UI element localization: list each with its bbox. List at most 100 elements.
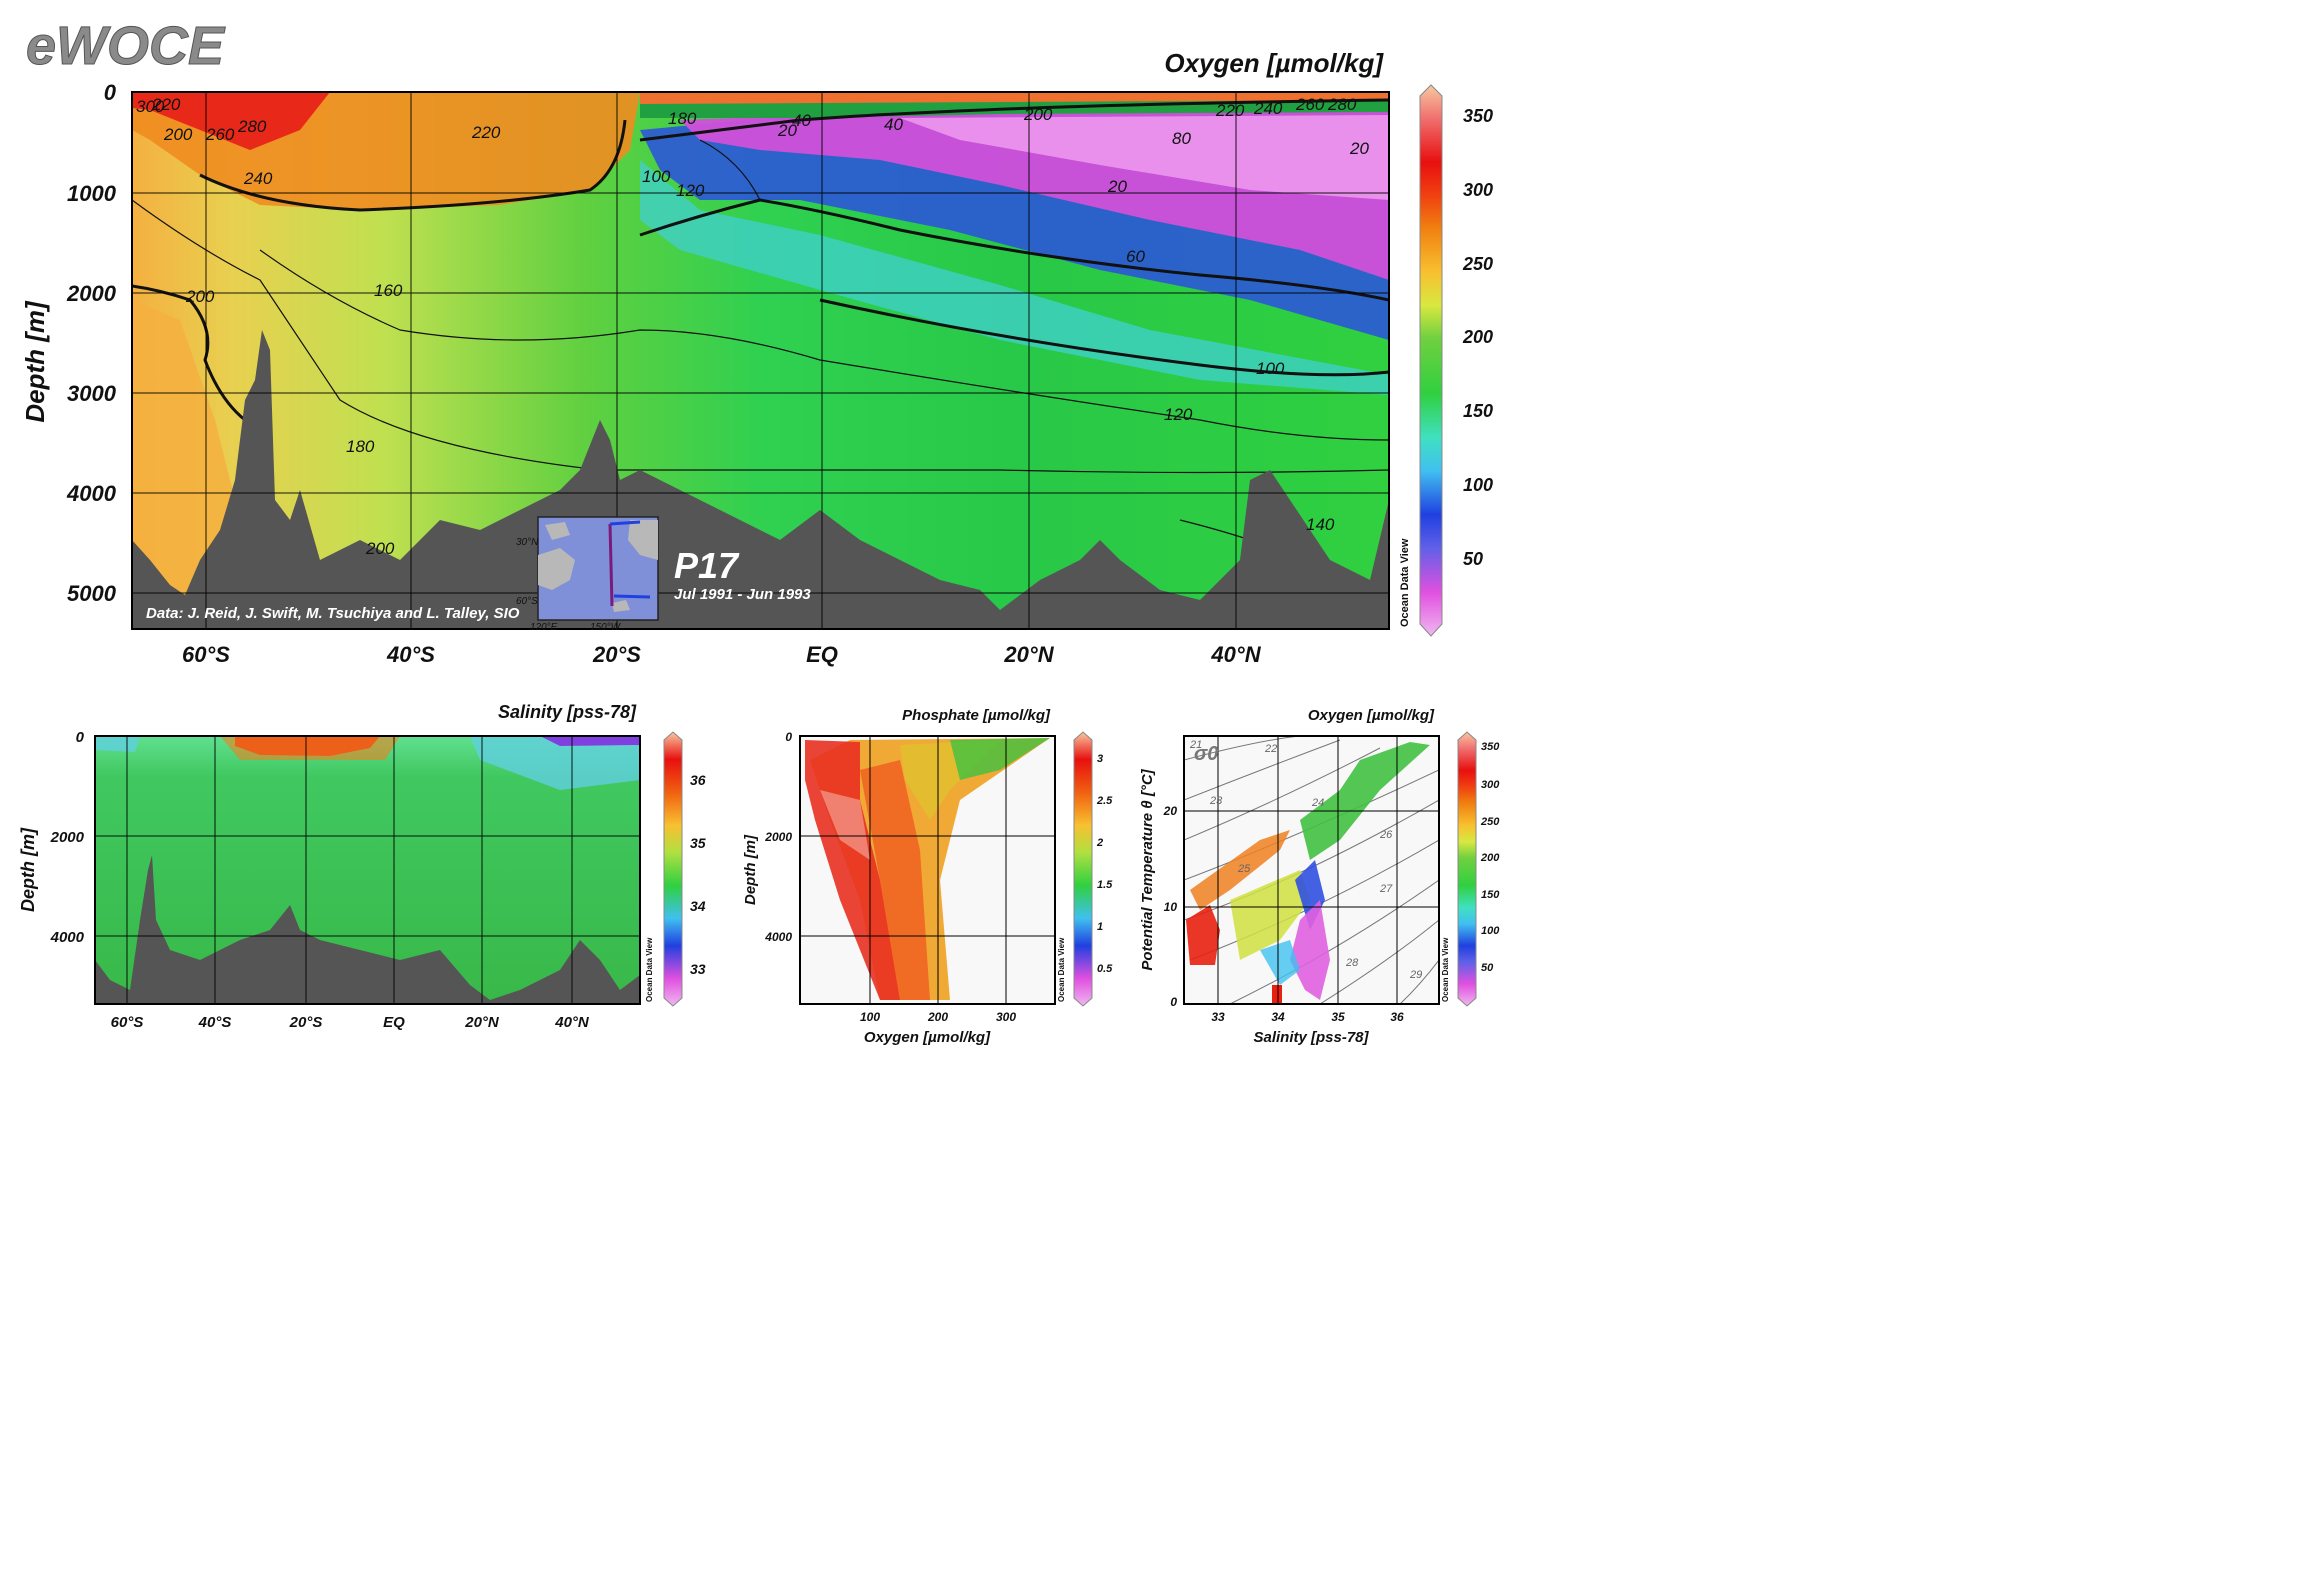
ytick-label: 3000 xyxy=(67,381,117,406)
salinity-bathymetry xyxy=(95,855,640,1004)
xtick-label: 100 xyxy=(860,1010,880,1024)
odv-watermark: Ocean Data View xyxy=(1441,937,1450,1002)
xtick-label: 40°N xyxy=(554,1014,590,1031)
phosphate-panel: Phosphate [µmol/kg] Depth [m] Oxygen [µm… xyxy=(742,707,1113,1046)
inset-label: 120°E xyxy=(530,622,558,633)
contour-label: 100 xyxy=(1256,359,1285,378)
xtick-label: 300 xyxy=(996,1010,1016,1024)
inset-label: 30°N xyxy=(516,537,539,548)
ts-title: Oxygen [µmol/kg] xyxy=(1308,707,1435,724)
contour-labels: 300 220 200 260 280 240 220 180 100 120 … xyxy=(136,95,1369,558)
contour-label: 200 xyxy=(185,287,215,306)
colorbar-tick: 50 xyxy=(1481,962,1494,974)
salinity-grid xyxy=(95,736,640,1004)
xtick-label: 36 xyxy=(1390,1010,1404,1024)
sigma-tick: 27 xyxy=(1379,883,1393,895)
section-xticks: 60°S 40°S 20°S EQ 20°N 40°N xyxy=(182,642,1262,667)
phosphate-xlabel: Oxygen [µmol/kg] xyxy=(864,1029,991,1046)
ytick-label: 1000 xyxy=(67,181,117,206)
xtick-label: 20°S xyxy=(592,642,641,667)
ytick-label: 20 xyxy=(1163,804,1178,818)
sigma-tick: 22 xyxy=(1264,743,1277,755)
contour-label: 160 xyxy=(374,281,403,300)
contour-label: 140 xyxy=(1306,515,1335,534)
oxygen-north-cyan xyxy=(640,160,1389,395)
ts-colorbar: 350 300 250 200 150 100 50 xyxy=(1457,731,1500,1007)
ts-scatter-cloud xyxy=(1186,742,1430,1004)
xtick-label: 34 xyxy=(1271,1010,1285,1024)
ts-ylabel: Potential Temperature θ [°C] xyxy=(1139,768,1156,970)
salinity-north-low xyxy=(470,736,640,790)
colorbar-tick: 350 xyxy=(1463,106,1493,126)
sigma-tick: 28 xyxy=(1345,957,1359,969)
contour-label: 20 xyxy=(1349,139,1369,158)
xtick-label: 60°S xyxy=(111,1014,144,1031)
ytick-label: 2000 xyxy=(66,281,117,306)
seafloor-bathymetry xyxy=(132,330,1389,629)
contour-label: 280 xyxy=(237,117,267,136)
section-ylabel: Depth [m] xyxy=(20,300,50,423)
xtick-label: 35 xyxy=(1331,1010,1345,1024)
colorbar-tick: 250 xyxy=(1462,254,1493,274)
colorbar-tick: 0.5 xyxy=(1097,963,1113,975)
contour-label: 200 xyxy=(1023,105,1053,124)
section-yticks: 0 1000 2000 3000 4000 5000 xyxy=(66,80,117,606)
inset-label: 150°W xyxy=(590,622,622,633)
colorbar-tick: 50 xyxy=(1463,549,1483,569)
ytick-label: 10 xyxy=(1164,900,1178,914)
contour-label: 120 xyxy=(1164,405,1193,424)
phosphate-title: Phosphate [µmol/kg] xyxy=(902,707,1051,724)
xtick-label: 60°S xyxy=(182,642,230,667)
section-grid xyxy=(132,92,1389,629)
xtick-label: EQ xyxy=(806,642,838,667)
section-title: Oxygen [µmol/kg] xyxy=(1164,48,1384,78)
xtick-label: 33 xyxy=(1211,1010,1225,1024)
ts-xlabel: Salinity [pss-78] xyxy=(1253,1029,1369,1046)
ytick-label: 4000 xyxy=(764,930,792,944)
xtick-label: 40°S xyxy=(386,642,435,667)
colorbar-tick: 35 xyxy=(690,835,706,851)
colorbar-tick: 1 xyxy=(1097,921,1103,933)
sigma-tick: 21 xyxy=(1189,739,1202,751)
xtick-label: 20°N xyxy=(464,1014,500,1031)
cruise-dates: Jul 1991 - Jun 1993 xyxy=(674,586,811,603)
phosphate-grid xyxy=(800,736,1055,1004)
contour-label: 220 xyxy=(1215,101,1245,120)
colorbar-tick: 36 xyxy=(690,772,706,788)
colorbar-tick: 33 xyxy=(690,961,706,977)
ytick-label: 4000 xyxy=(66,481,117,506)
contour-label: 280 xyxy=(1327,95,1357,114)
sigma-tick: 24 xyxy=(1311,797,1324,809)
ytick-label: 2000 xyxy=(50,829,85,846)
xtick-label: 20°S xyxy=(289,1014,323,1031)
inset-map: 30°N 60°S 120°E 150°W xyxy=(516,516,659,633)
oxygen-section-panel: Oxygen [µmol/kg] xyxy=(20,48,1493,667)
xtick-label: 200 xyxy=(927,1010,948,1024)
sigma-label: σ0 xyxy=(1194,743,1218,765)
contour-label: 20 xyxy=(777,121,797,140)
phosphate-colorbar: 3 2.5 2 1.5 1 0.5 xyxy=(1073,731,1113,1007)
ytick-label: 0 xyxy=(785,730,792,744)
oxygen-omz-pink xyxy=(900,115,1389,200)
sigma-tick: 23 xyxy=(1209,795,1223,807)
contour-label: 200 xyxy=(163,125,193,144)
salinity-ylabel: Depth [m] xyxy=(18,827,38,912)
contour-label: 240 xyxy=(1253,99,1283,118)
colorbar-tick: 300 xyxy=(1463,180,1493,200)
ytick-label: 0 xyxy=(1170,995,1177,1009)
oxygen-surface-red xyxy=(132,92,330,150)
colorbar-tick: 100 xyxy=(1463,475,1493,495)
oxygen-contours xyxy=(132,98,1389,574)
contour-label: 100 xyxy=(642,167,671,186)
contour-label: 60 xyxy=(1126,247,1145,266)
contour-label: 180 xyxy=(346,437,375,456)
contour-label: 240 xyxy=(243,169,273,188)
colorbar-tick: 100 xyxy=(1481,925,1500,937)
contour-label: 300 xyxy=(136,97,165,116)
contour-label: 120 xyxy=(676,181,705,200)
ts-diagram-panel: Oxygen [µmol/kg] xyxy=(1139,707,1500,1046)
colorbar-tick: 200 xyxy=(1462,327,1493,347)
ytick-label: 5000 xyxy=(67,581,117,606)
contour-label: 180 xyxy=(668,109,697,128)
ytick-label: 4000 xyxy=(50,929,85,946)
